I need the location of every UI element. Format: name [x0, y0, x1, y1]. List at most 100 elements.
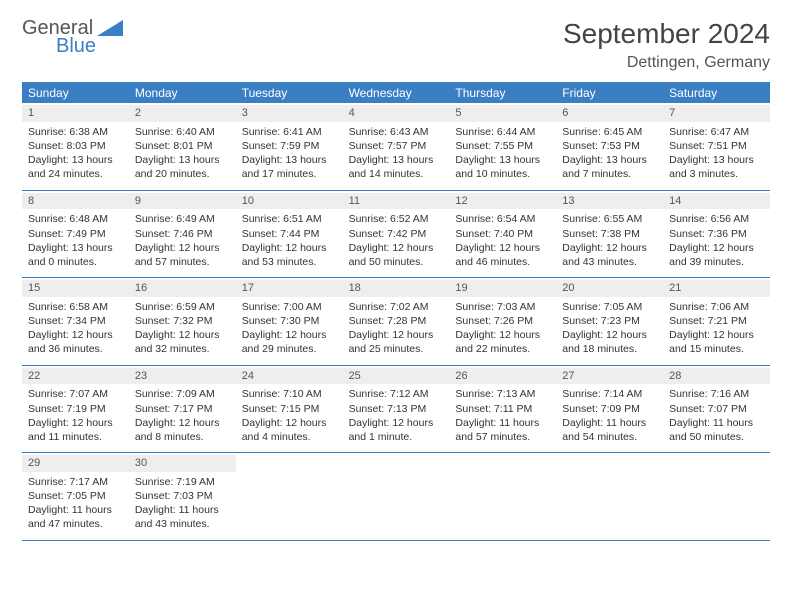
day-number: 23	[129, 368, 236, 385]
sunrise-line: Sunrise: 6:48 AM	[28, 212, 123, 226]
sunset-line: Sunset: 7:40 PM	[455, 227, 550, 241]
sunset-line: Sunset: 7:19 PM	[28, 402, 123, 416]
sunrise-line: Sunrise: 6:40 AM	[135, 125, 230, 139]
day-number: 22	[22, 368, 129, 385]
day-cell: 10 Sunrise: 6:51 AMSunset: 7:44 PMDayligh…	[236, 191, 343, 278]
day-number: 20	[556, 280, 663, 297]
sunset-line: Sunset: 7:53 PM	[562, 139, 657, 153]
sunset-line: Sunset: 7:09 PM	[562, 402, 657, 416]
daylight-line: Daylight: 13 hours and 3 minutes.	[669, 153, 764, 181]
sunset-line: Sunset: 7:59 PM	[242, 139, 337, 153]
daylight-line: Daylight: 11 hours and 43 minutes.	[135, 503, 230, 531]
week-row: 1Sunrise: 6:38 AMSunset: 8:03 PMDaylight…	[22, 103, 770, 191]
sunrise-line: Sunrise: 6:56 AM	[669, 212, 764, 226]
daylight-line: Daylight: 12 hours and 43 minutes.	[562, 241, 657, 269]
day-number: 21	[663, 280, 770, 297]
daylight-line: Daylight: 12 hours and 15 minutes.	[669, 328, 764, 356]
sunrise-line: Sunrise: 6:54 AM	[455, 212, 550, 226]
sunset-line: Sunset: 7:26 PM	[455, 314, 550, 328]
sunset-line: Sunset: 7:21 PM	[669, 314, 764, 328]
day-cell: 19Sunrise: 7:03 AMSunset: 7:26 PMDayligh…	[449, 278, 556, 365]
sunrise-line: Sunrise: 7:10 AM	[242, 387, 337, 401]
day-number: 6	[556, 105, 663, 122]
sunset-line: Sunset: 7:46 PM	[135, 227, 230, 241]
day-number: 5	[449, 105, 556, 122]
day-number: 26	[449, 368, 556, 385]
sunset-line: Sunset: 7:05 PM	[28, 489, 123, 503]
day-number: 25	[343, 368, 450, 385]
sunrise-line: Sunrise: 7:13 AM	[455, 387, 550, 401]
daylight-line: Daylight: 11 hours and 57 minutes.	[455, 416, 550, 444]
daylight-line: Daylight: 12 hours and 1 minute.	[349, 416, 444, 444]
sunrise-line: Sunrise: 6:43 AM	[349, 125, 444, 139]
empty-cell	[663, 453, 770, 540]
day-number: 30	[129, 455, 236, 472]
day-cell: 16Sunrise: 6:59 AMSunset: 7:32 PMDayligh…	[129, 278, 236, 365]
sunset-line: Sunset: 7:44 PM	[242, 227, 337, 241]
daylight-line: Daylight: 12 hours and 25 minutes.	[349, 328, 444, 356]
daylight-line: Daylight: 11 hours and 54 minutes.	[562, 416, 657, 444]
day-cell: 15Sunrise: 6:58 AMSunset: 7:34 PMDayligh…	[22, 278, 129, 365]
daylight-line: Daylight: 12 hours and 53 minutes.	[242, 241, 337, 269]
sunrise-line: Sunrise: 6:38 AM	[28, 125, 123, 139]
day-cell: 26Sunrise: 7:13 AMSunset: 7:11 PMDayligh…	[449, 366, 556, 453]
day-cell: 25Sunrise: 7:12 AMSunset: 7:13 PMDayligh…	[343, 366, 450, 453]
empty-cell	[236, 453, 343, 540]
day-cell: 2Sunrise: 6:40 AMSunset: 8:01 PMDaylight…	[129, 103, 236, 190]
sunset-line: Sunset: 7:34 PM	[28, 314, 123, 328]
sunrise-line: Sunrise: 6:44 AM	[455, 125, 550, 139]
sunset-line: Sunset: 7:42 PM	[349, 227, 444, 241]
daylight-line: Daylight: 11 hours and 50 minutes.	[669, 416, 764, 444]
sunrise-line: Sunrise: 7:05 AM	[562, 300, 657, 314]
day-number: 24	[236, 368, 343, 385]
day-number: 8	[22, 193, 129, 210]
daylight-line: Daylight: 12 hours and 50 minutes.	[349, 241, 444, 269]
daylight-line: Daylight: 13 hours and 0 minutes.	[28, 241, 123, 269]
sunrise-line: Sunrise: 6:47 AM	[669, 125, 764, 139]
day-header: Monday	[129, 83, 236, 103]
sunrise-line: Sunrise: 7:14 AM	[562, 387, 657, 401]
day-number: 19	[449, 280, 556, 297]
sunrise-line: Sunrise: 7:07 AM	[28, 387, 123, 401]
day-cell: 24Sunrise: 7:10 AMSunset: 7:15 PMDayligh…	[236, 366, 343, 453]
day-cell: 5Sunrise: 6:44 AMSunset: 7:55 PMDaylight…	[449, 103, 556, 190]
sunrise-line: Sunrise: 6:59 AM	[135, 300, 230, 314]
week-row: 29Sunrise: 7:17 AMSunset: 7:05 PMDayligh…	[22, 453, 770, 541]
weeks-container: 1Sunrise: 6:38 AMSunset: 8:03 PMDaylight…	[22, 103, 770, 541]
day-number: 9	[129, 193, 236, 210]
sunset-line: Sunset: 7:13 PM	[349, 402, 444, 416]
day-cell: 20Sunrise: 7:05 AMSunset: 7:23 PMDayligh…	[556, 278, 663, 365]
sunset-line: Sunset: 7:28 PM	[349, 314, 444, 328]
empty-cell	[449, 453, 556, 540]
week-row: 22 Sunrise: 7:07 AMSunset: 7:19 PM Dayligh…	[22, 366, 770, 454]
day-header: Saturday	[663, 83, 770, 103]
sunrise-line: Sunrise: 6:52 AM	[349, 212, 444, 226]
day-number: 10	[236, 193, 343, 210]
sunrise-line: Sunrise: 6:51 AM	[242, 212, 337, 226]
day-cell: 18Sunrise: 7:02 AMSunset: 7:28 PMDayligh…	[343, 278, 450, 365]
sunrise-line: Sunrise: 6:45 AM	[562, 125, 657, 139]
logo: General Blue	[22, 18, 123, 56]
daylight-line: Daylight: 12 hours and 57 minutes.	[135, 241, 230, 269]
day-number: 3	[236, 105, 343, 122]
sunset-line: Sunset: 8:03 PM	[28, 139, 123, 153]
week-row: 8Sunrise: 6:48 AMSunset: 7:49 PMDaylight…	[22, 191, 770, 279]
day-cell: 28Sunrise: 7:16 AMSunset: 7:07 PMDayligh…	[663, 366, 770, 453]
daylight-line: Daylight: 12 hours and 18 minutes.	[562, 328, 657, 356]
daylight-line: Daylight: 13 hours and 17 minutes.	[242, 153, 337, 181]
daylight-line: Daylight: 13 hours and 24 minutes.	[28, 153, 123, 181]
day-number: 13	[556, 193, 663, 210]
page-header: General Blue September 2024 Dettingen, G…	[22, 18, 770, 72]
sunrise-line: Sunrise: 6:58 AM	[28, 300, 123, 314]
day-number: 18	[343, 280, 450, 297]
empty-cell	[343, 453, 450, 540]
daylight-line: Daylight: 12 hours and 8 minutes.	[135, 416, 230, 444]
day-number: 7	[663, 105, 770, 122]
day-cell: 1Sunrise: 6:38 AMSunset: 8:03 PMDaylight…	[22, 103, 129, 190]
location-label: Dettingen, Germany	[563, 54, 770, 72]
sunrise-line: Sunrise: 7:09 AM	[135, 387, 230, 401]
day-cell: 22Sunrise: 7:07 AMSunset: 7:19 PMDayligh…	[22, 366, 129, 453]
day-number: 4	[343, 105, 450, 122]
day-headers-row: SundayMondayTuesdayWednesdayThursdayFrid…	[22, 83, 770, 103]
daylight-line: Daylight: 13 hours and 7 minutes.	[562, 153, 657, 181]
